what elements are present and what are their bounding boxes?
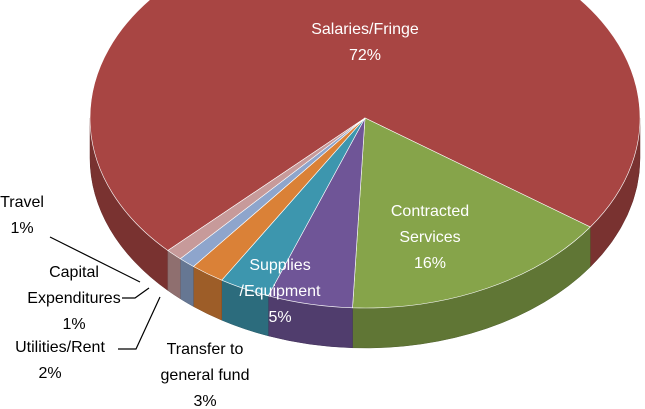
label-line: Capital	[49, 264, 99, 281]
label-line: general fund	[161, 367, 250, 384]
category-label: Utilities/Rent	[15, 339, 105, 356]
value-label: 72%	[349, 47, 381, 64]
label-line: Supplies	[249, 257, 310, 274]
label-line: Utilities/Rent	[15, 339, 105, 356]
leader-line	[122, 288, 149, 298]
label-line: Expenditures	[27, 290, 120, 307]
category-label: Salaries/Fringe	[311, 21, 419, 38]
label-line: Travel	[0, 194, 44, 211]
value-label: 2%	[38, 365, 61, 382]
chart: Salaries/Fringe 72% Contracted Services 16% S…	[0, 0, 645, 409]
value-label: 1%	[62, 316, 85, 333]
value-label: 5%	[268, 309, 291, 326]
value-label: 1%	[10, 220, 33, 237]
category-label: Travel	[0, 194, 44, 211]
label-line: /Equipment	[240, 283, 321, 300]
label-line: Contracted	[391, 203, 469, 220]
pie-side	[180, 259, 193, 307]
label-line: Services	[399, 229, 460, 246]
value-label: 3%	[193, 393, 216, 409]
category-label: Transfer to general fund	[161, 341, 250, 384]
leader-line	[118, 297, 160, 349]
category-label: Capital Expenditures	[27, 264, 120, 307]
value-label: 16%	[414, 255, 446, 272]
label-line: Salaries/Fringe	[311, 21, 419, 38]
label-line: Transfer to	[167, 341, 244, 358]
